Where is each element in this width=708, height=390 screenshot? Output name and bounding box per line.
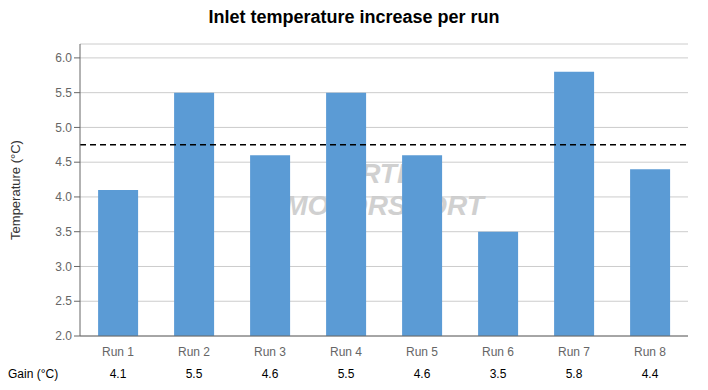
svg-text:Gain (°C): Gain (°C): [8, 367, 58, 381]
svg-text:6.0: 6.0: [55, 51, 72, 65]
svg-text:4.1: 4.1: [110, 367, 127, 381]
svg-text:Run 7: Run 7: [558, 345, 590, 359]
svg-text:3.0: 3.0: [55, 260, 72, 274]
svg-text:Run 6: Run 6: [482, 345, 514, 359]
svg-text:Run 1: Run 1: [102, 345, 134, 359]
svg-text:Run 3: Run 3: [254, 345, 286, 359]
svg-text:2.5: 2.5: [55, 294, 72, 308]
svg-text:5.5: 5.5: [186, 367, 203, 381]
svg-text:Run 2: Run 2: [178, 345, 210, 359]
svg-text:4.5: 4.5: [55, 155, 72, 169]
svg-text:Temperature (°C): Temperature (°C): [8, 140, 23, 240]
svg-text:Run 4: Run 4: [330, 345, 362, 359]
svg-text:5.8: 5.8: [566, 367, 583, 381]
svg-text:5.5: 5.5: [55, 86, 72, 100]
html-text:Inlet temperature increase per: Inlet temperature increase per run: [208, 7, 500, 27]
svg-text:Run 5: Run 5: [406, 345, 438, 359]
svg-text:4.4: 4.4: [642, 367, 659, 381]
html-text:AIRTEC MOTORSPORT: AIRTEC MOTORSPORT: [284, 157, 484, 221]
svg-text:5.5: 5.5: [338, 367, 355, 381]
svg-text:Run 8: Run 8: [634, 345, 666, 359]
svg-text:2.0: 2.0: [55, 329, 72, 343]
svg-text:4.0: 4.0: [55, 190, 72, 204]
svg-text:3.5: 3.5: [55, 225, 72, 239]
svg-text:4.6: 4.6: [414, 367, 431, 381]
svg-text:5.0: 5.0: [55, 121, 72, 135]
svg-text:4.6: 4.6: [262, 367, 279, 381]
svg-text:3.5: 3.5: [490, 367, 507, 381]
